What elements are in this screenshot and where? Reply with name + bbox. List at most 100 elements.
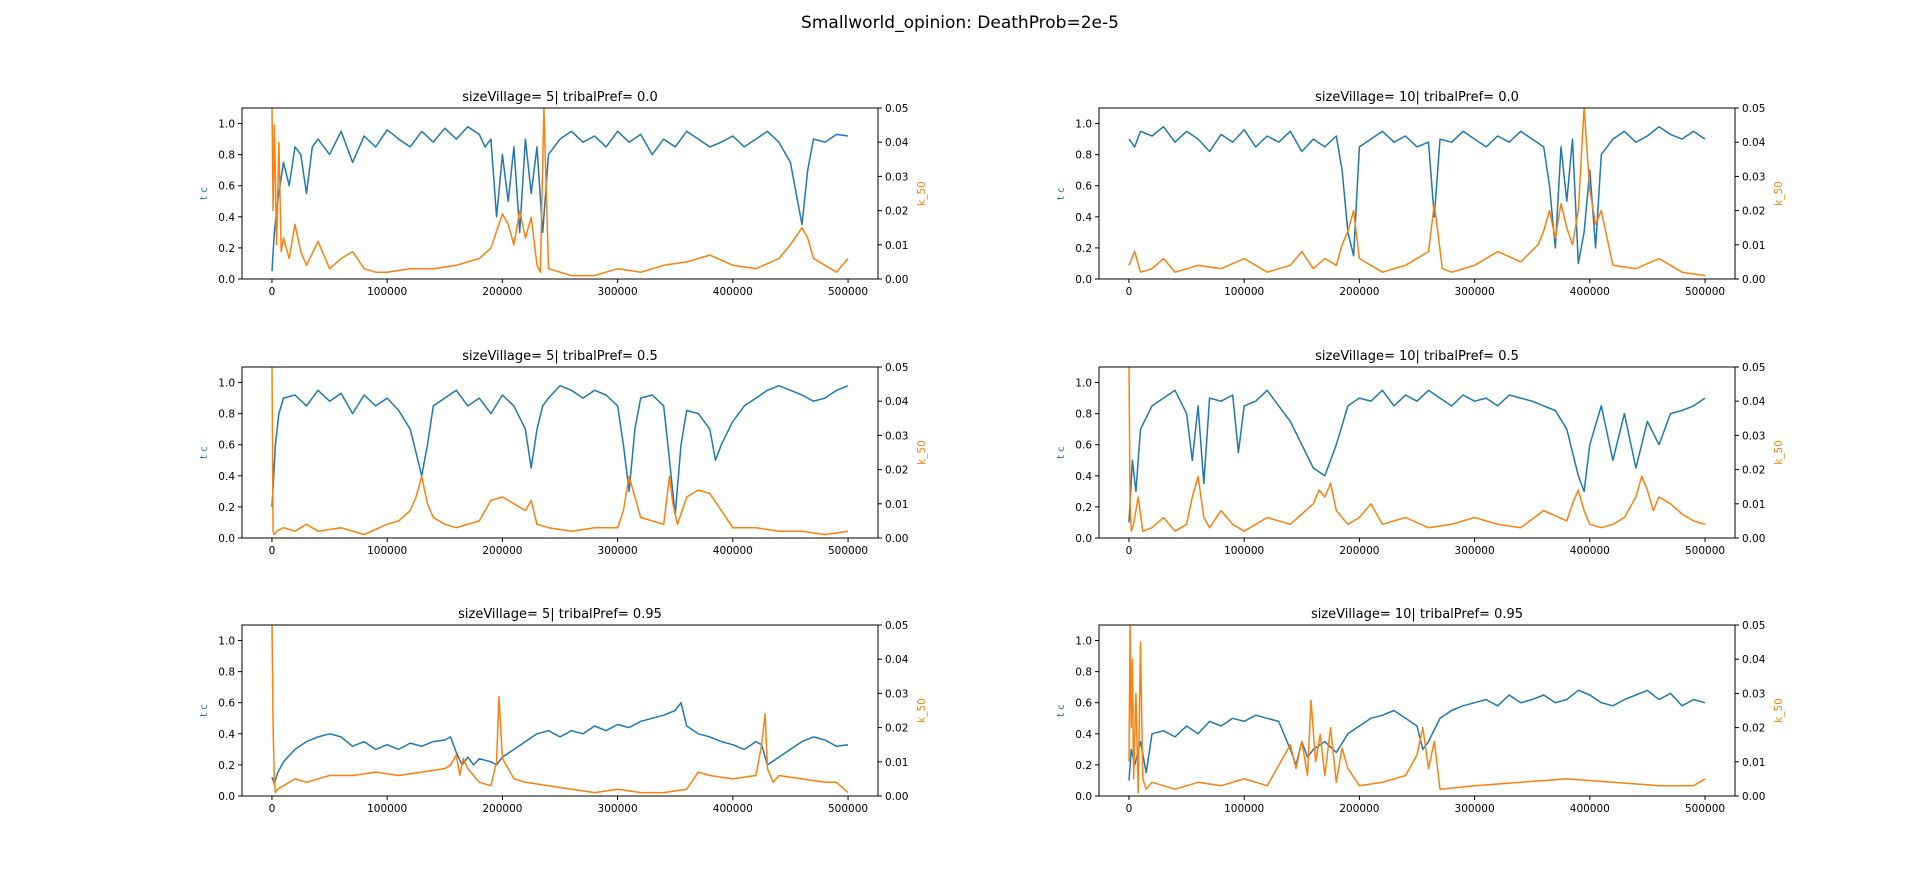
y-tick-label: 0.2 bbox=[218, 502, 235, 514]
y2-tick-label: 0.01 bbox=[1742, 240, 1765, 252]
x-tick-label: 0 bbox=[269, 545, 276, 557]
x-tick-label: 400000 bbox=[1570, 545, 1610, 557]
subplot-6: sizeVillage= 10| tribalPref= 0.95 0 100000… bbox=[1056, 607, 1785, 815]
subplot-5: sizeVillage= 5| tribalPref= 0.95 0 100000 2… bbox=[199, 607, 928, 815]
y2-axis-label: k_50 bbox=[1773, 698, 1785, 723]
y2-tick-label: 0.00 bbox=[1742, 274, 1765, 286]
y-tick-label: 0.8 bbox=[1075, 150, 1092, 162]
x-tick-label: 400000 bbox=[713, 803, 753, 815]
y2-tick-label: 0.00 bbox=[885, 533, 908, 545]
y2-tick-label: 0.03 bbox=[1742, 688, 1765, 700]
subplot-3: sizeVillage= 5| tribalPref= 0.5 0 100000 20… bbox=[199, 349, 928, 557]
axes-frame bbox=[1098, 107, 1736, 280]
subplot-title: sizeVillage= 5| tribalPref= 0.0 bbox=[462, 90, 658, 105]
x-tick-label: 0 bbox=[1126, 803, 1133, 815]
y-tick-label: 1.0 bbox=[1075, 119, 1092, 131]
y2-tick-label: 0.02 bbox=[1742, 465, 1765, 477]
x-tick-label: 100000 bbox=[367, 286, 407, 298]
y-tick-label: 0.2 bbox=[218, 243, 235, 255]
y-tick-label: 1.0 bbox=[218, 119, 235, 131]
series-line-k50 bbox=[271, 367, 849, 536]
y2-axis-label: k_50 bbox=[916, 181, 928, 206]
series-line-tc bbox=[1128, 689, 1706, 781]
y2-tick-label: 0.00 bbox=[885, 274, 908, 286]
y-tick-label: 0.0 bbox=[218, 533, 235, 545]
series-line-tc bbox=[1128, 125, 1706, 265]
y2-tick-label: 0.02 bbox=[885, 465, 908, 477]
x-tick-label: 400000 bbox=[1570, 803, 1610, 815]
subplot-title: sizeVillage= 10| tribalPref= 0.95 bbox=[1311, 607, 1523, 622]
x-tick-label: 0 bbox=[1126, 286, 1133, 298]
y2-tick-label: 0.01 bbox=[885, 499, 908, 511]
x-tick-label: 100000 bbox=[367, 803, 407, 815]
y-axis-label: t c bbox=[1056, 704, 1067, 717]
y2-tick-label: 0.05 bbox=[885, 362, 908, 374]
figure-title: Smallworld_opinion: DeathProb=2e-5 bbox=[801, 13, 1119, 33]
y-tick-label: 0.8 bbox=[218, 409, 235, 421]
y-tick-label: 0.4 bbox=[1075, 471, 1092, 483]
y-tick-label: 0.4 bbox=[218, 212, 235, 224]
x-tick-label: 200000 bbox=[482, 286, 522, 298]
subplot-2: sizeVillage= 10| tribalPref= 0.0 0 100000 2… bbox=[1056, 90, 1785, 298]
y2-tick-label: 0.02 bbox=[885, 723, 908, 735]
x-tick-label: 0 bbox=[269, 286, 276, 298]
y2-tick-label: 0.02 bbox=[1742, 723, 1765, 735]
subplot-title: sizeVillage= 10| tribalPref= 0.0 bbox=[1315, 90, 1519, 105]
x-tick-label: 500000 bbox=[828, 803, 868, 815]
axes-frame bbox=[241, 624, 879, 797]
x-tick-label: 200000 bbox=[1339, 286, 1379, 298]
axes-frame bbox=[1098, 366, 1736, 539]
y2-tick-label: 0.01 bbox=[885, 240, 908, 252]
y2-tick-label: 0.01 bbox=[1742, 757, 1765, 769]
y-tick-label: 1.0 bbox=[218, 636, 235, 648]
series-line-tc bbox=[271, 384, 849, 516]
y2-tick-label: 0.03 bbox=[885, 430, 908, 442]
series-line-k50 bbox=[1128, 108, 1706, 277]
x-tick-label: 500000 bbox=[1685, 286, 1725, 298]
y-tick-label: 0.8 bbox=[218, 667, 235, 679]
y-tick-label: 0.6 bbox=[1075, 440, 1092, 452]
y-axis-label: t c bbox=[199, 704, 210, 717]
y-axis-label: t c bbox=[1056, 187, 1067, 200]
y-tick-label: 0.8 bbox=[1075, 667, 1092, 679]
y2-axis-label: k_50 bbox=[916, 440, 928, 465]
y-tick-label: 0.0 bbox=[1075, 274, 1092, 286]
y2-tick-label: 0.04 bbox=[885, 396, 909, 408]
y-tick-label: 0.2 bbox=[218, 760, 235, 772]
y2-tick-label: 0.03 bbox=[885, 688, 908, 700]
y2-tick-label: 0.05 bbox=[1742, 362, 1765, 374]
x-tick-label: 200000 bbox=[482, 803, 522, 815]
y2-tick-label: 0.02 bbox=[885, 206, 908, 218]
series-line-tc bbox=[271, 701, 849, 785]
y-tick-label: 0.4 bbox=[1075, 729, 1092, 741]
y-tick-label: 0.2 bbox=[1075, 502, 1092, 514]
y2-tick-label: 0.04 bbox=[1742, 137, 1766, 149]
y-tick-label: 1.0 bbox=[1075, 636, 1092, 648]
x-tick-label: 0 bbox=[269, 803, 276, 815]
y-tick-label: 1.0 bbox=[1075, 378, 1092, 390]
y-tick-label: 0.6 bbox=[218, 440, 235, 452]
x-tick-label: 400000 bbox=[1570, 286, 1610, 298]
x-tick-label: 500000 bbox=[828, 286, 868, 298]
y-tick-label: 0.0 bbox=[1075, 533, 1092, 545]
y2-axis-label: k_50 bbox=[1773, 181, 1785, 206]
y-tick-label: 0.0 bbox=[1075, 791, 1092, 803]
y-tick-label: 0.4 bbox=[218, 471, 235, 483]
y-tick-label: 0.2 bbox=[1075, 243, 1092, 255]
series-line-tc bbox=[1128, 389, 1706, 523]
x-tick-label: 100000 bbox=[1224, 803, 1264, 815]
y2-tick-label: 0.05 bbox=[885, 103, 908, 115]
x-tick-label: 500000 bbox=[828, 545, 868, 557]
y2-tick-label: 0.05 bbox=[885, 620, 908, 632]
y2-tick-label: 0.00 bbox=[1742, 791, 1765, 803]
y-tick-label: 0.8 bbox=[1075, 409, 1092, 421]
x-tick-label: 300000 bbox=[598, 803, 638, 815]
y2-axis-label: k_50 bbox=[1773, 440, 1785, 465]
y2-tick-label: 0.05 bbox=[1742, 620, 1765, 632]
y-tick-label: 0.6 bbox=[218, 698, 235, 710]
x-tick-label: 300000 bbox=[1455, 286, 1495, 298]
x-tick-label: 500000 bbox=[1685, 545, 1725, 557]
y2-tick-label: 0.03 bbox=[1742, 171, 1765, 183]
